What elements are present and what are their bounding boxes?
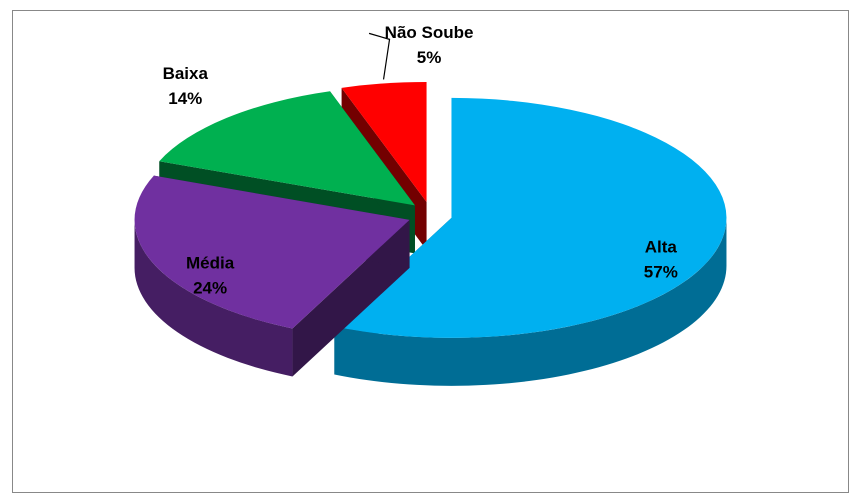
data-label-value: 57%: [644, 262, 678, 281]
data-label-value: 14%: [168, 89, 202, 108]
data-label-name: Média: [186, 253, 235, 272]
data-label-value: 5%: [417, 48, 442, 67]
data-label-name: Não Soube: [385, 23, 474, 42]
slice: [334, 97, 727, 338]
slice: [134, 175, 410, 329]
slice: [341, 81, 427, 202]
data-label-name: Baixa: [163, 64, 209, 83]
data-label-name: Alta: [645, 237, 678, 256]
slice-side: [334, 217, 727, 386]
data-label-value: 24%: [193, 278, 227, 297]
slice-side: [134, 219, 293, 377]
leader-line: [368, 32, 391, 80]
slice: [159, 91, 415, 206]
